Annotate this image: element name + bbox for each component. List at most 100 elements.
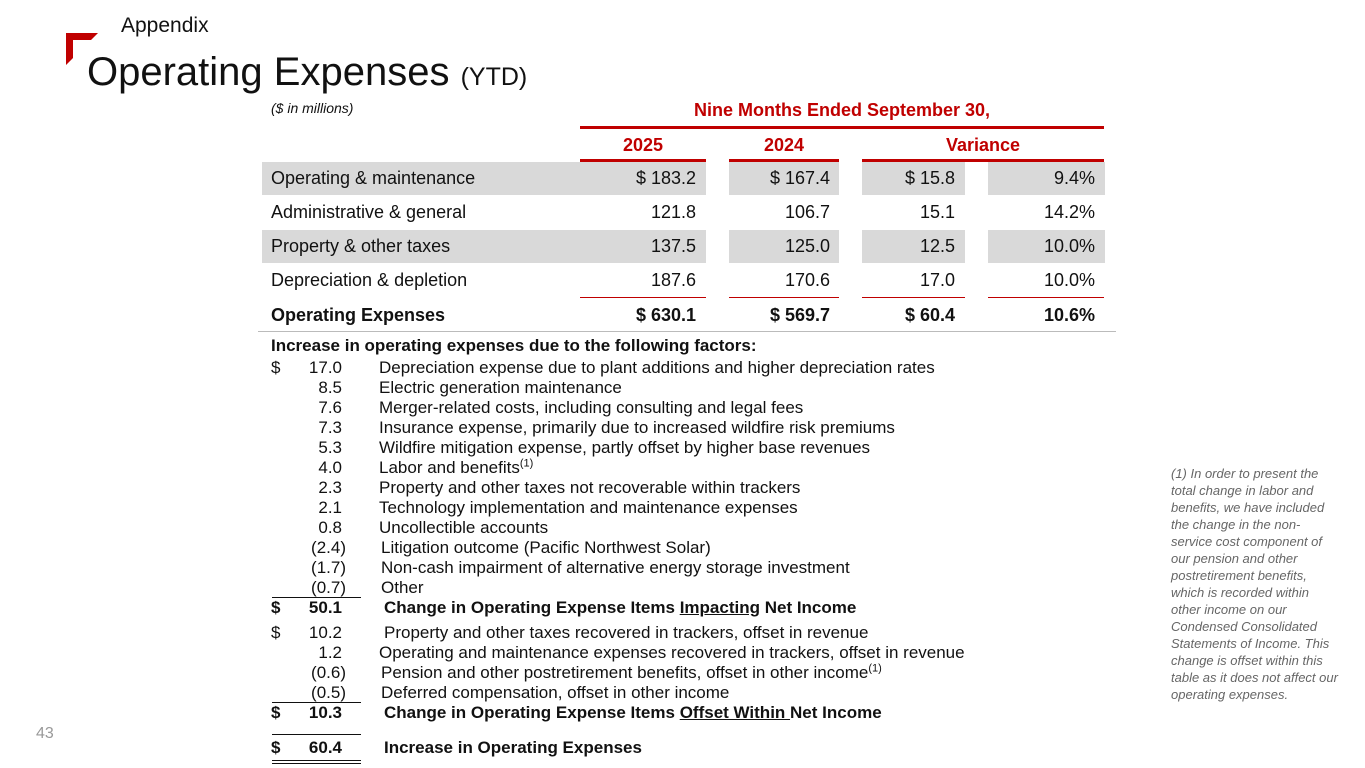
factor-description: Property and other taxes not recoverable…: [379, 478, 801, 497]
variance-percent: 10.0%: [1043, 270, 1095, 290]
factor-description: Electric generation maintenance: [379, 378, 622, 397]
section-label: Appendix: [121, 14, 209, 37]
brand-corner-mark: [66, 33, 98, 65]
value-2025: 121.8: [650, 202, 696, 222]
subtotal-label: Change in Operating Expense Items Impact…: [384, 598, 856, 618]
footnote: (1) In order to present the total change…: [1171, 466, 1338, 702]
factor-description: Insurance expense, primarily due to incr…: [379, 418, 895, 437]
row-label: Administrative & general: [271, 202, 467, 222]
factor-row: (0.5) Deferred compensation, offset in o…: [0, 683, 1100, 703]
total-variance-percent: 10.6%: [1043, 305, 1095, 325]
factor-amount: 5.3: [318, 438, 342, 457]
factor-description: Non-cash impairment of alternative energ…: [381, 558, 850, 577]
factor-subtotal-row: $ 10.3 Change in Operating Expense Items…: [0, 703, 1100, 723]
variance-amount: 15.1: [919, 202, 955, 222]
value-2024: 106.7: [784, 202, 830, 222]
factor-row: (0.7) Other: [0, 578, 1100, 598]
col-rule-variance: [862, 159, 1104, 162]
table-row: Depreciation & depletion 187.6 170.6 17.…: [262, 264, 1105, 297]
factor-description: Other: [381, 578, 424, 597]
factor-row: 2.3 Property and other taxes not recover…: [0, 478, 1100, 498]
factor-description: Merger-related costs, including consulti…: [379, 398, 804, 417]
col-header-variance: Variance: [945, 135, 1021, 155]
factor-amount: 0.8: [318, 518, 342, 537]
col-header-2025: 2025: [622, 135, 664, 155]
factor-row: 5.3 Wildfire mitigation expense, partly …: [0, 438, 1100, 458]
sum-rule: [988, 297, 1104, 298]
factor-amount: 2.1: [318, 498, 342, 517]
factor-description: Technology implementation and maintenanc…: [379, 498, 798, 517]
factor-row: $ 10.2 Property and other taxes recovere…: [0, 623, 1100, 643]
table-row: Property & other taxes 137.5 125.0 12.5 …: [262, 230, 1105, 263]
dollar-sign: $: [271, 598, 281, 617]
factor-description: Deferred compensation, offset in other i…: [381, 683, 730, 702]
factor-amount: (0.7): [311, 578, 346, 597]
factor-row: 4.0 Labor and benefits(1): [0, 458, 1100, 478]
factor-description: Depreciation expense due to plant additi…: [379, 358, 935, 377]
subtotal-label-post: Net Income: [790, 703, 882, 722]
factor-amount: 1.2: [318, 643, 342, 662]
subtotal-label: Change in Operating Expense Items Offset…: [384, 703, 882, 723]
subtotal-label-pre: Change in Operating Expense Items: [384, 703, 680, 722]
factor-row: 7.3 Insurance expense, primarily due to …: [0, 418, 1100, 438]
page-number: 43: [36, 725, 54, 742]
total-2025: $ 630.1: [635, 305, 696, 325]
variance-percent: 9.4%: [1053, 168, 1095, 188]
variance-amount: 12.5: [919, 236, 955, 256]
double-rule-top: [272, 760, 361, 761]
total-2024: $ 569.7: [769, 305, 830, 325]
factor-subtotal-row: $ 50.1 Change in Operating Expense Items…: [0, 598, 1100, 618]
factor-description: Litigation outcome (Pacific Northwest So…: [381, 538, 711, 557]
factor-row: 1.2 Operating and maintenance expenses r…: [0, 643, 1100, 663]
factor-amount: (2.4): [311, 538, 346, 557]
table-bottom-rule: [258, 331, 1116, 332]
factors-heading: Increase in operating expenses due to th…: [271, 336, 757, 355]
value-2024: 125.0: [784, 236, 830, 256]
factor-amount: 7.6: [318, 398, 342, 417]
factor-amount: 8.5: [318, 378, 342, 397]
total-variance-amount: $ 60.4: [904, 305, 955, 325]
factor-amount: 7.3: [318, 418, 342, 437]
subtotal-amount: 10.3: [308, 703, 342, 722]
row-label: Property & other taxes: [271, 236, 451, 256]
factor-amount: (1.7): [311, 558, 346, 577]
table-row: Operating & maintenance $ 183.2 $ 167.4 …: [262, 162, 1105, 195]
sum-rule: [580, 297, 706, 298]
dollar-sign: $: [271, 623, 281, 642]
dollar-sign: $: [271, 738, 281, 757]
factor-description: Wildfire mitigation expense, partly offs…: [379, 438, 871, 457]
dollar-sign: $: [271, 703, 281, 722]
factor-description-wrap: Labor and benefits(1): [379, 458, 533, 478]
subtotal-rule: [272, 597, 361, 598]
value-2025: $ 183.2: [635, 168, 696, 188]
subtotal-label-post: Net Income: [759, 598, 857, 617]
title-suffix: (YTD): [460, 63, 528, 91]
table-total-row: Operating Expenses $ 630.1 $ 569.7 $ 60.…: [262, 299, 1105, 332]
period-header: Nine Months Ended September 30,: [693, 100, 991, 120]
factor-amount: 4.0: [318, 458, 342, 477]
factor-row: (2.4) Litigation outcome (Pacific Northw…: [0, 538, 1100, 558]
subtotal-rule: [272, 702, 361, 703]
variance-percent: 10.0%: [1043, 236, 1095, 256]
variance-amount: $ 15.8: [904, 168, 955, 188]
subtotal-amount: 50.1: [308, 598, 342, 617]
grand-total-label: Increase in Operating Expenses: [384, 738, 642, 757]
row-label: Depreciation & depletion: [271, 270, 468, 290]
factor-description: Property and other taxes recovered in tr…: [384, 623, 869, 642]
factor-row: (1.7) Non-cash impairment of alternative…: [0, 558, 1100, 578]
col-header-2024: 2024: [763, 135, 805, 155]
footnote-ref: (1): [868, 662, 882, 675]
factor-total-row: $ 60.4 Increase in Operating Expenses: [0, 738, 1100, 758]
factor-row: 7.6 Merger-related costs, including cons…: [0, 398, 1100, 418]
grand-total-amount: 60.4: [308, 738, 342, 757]
factor-description: Uncollectible accounts: [379, 518, 549, 537]
total-label: Operating Expenses: [271, 305, 446, 325]
factor-row: 8.5 Electric generation maintenance: [0, 378, 1100, 398]
factor-description-wrap: Pension and other postretirement benefit…: [381, 663, 882, 683]
value-2024: $ 167.4: [769, 168, 830, 188]
double-rule-bottom: [272, 763, 361, 764]
factor-row: 2.1 Technology implementation and mainte…: [0, 498, 1100, 518]
subtotal-label-emphasis: Impacting: [679, 598, 760, 617]
sum-rule: [862, 297, 965, 298]
subtotal-label-pre: Change in Operating Expense Items: [384, 598, 680, 617]
